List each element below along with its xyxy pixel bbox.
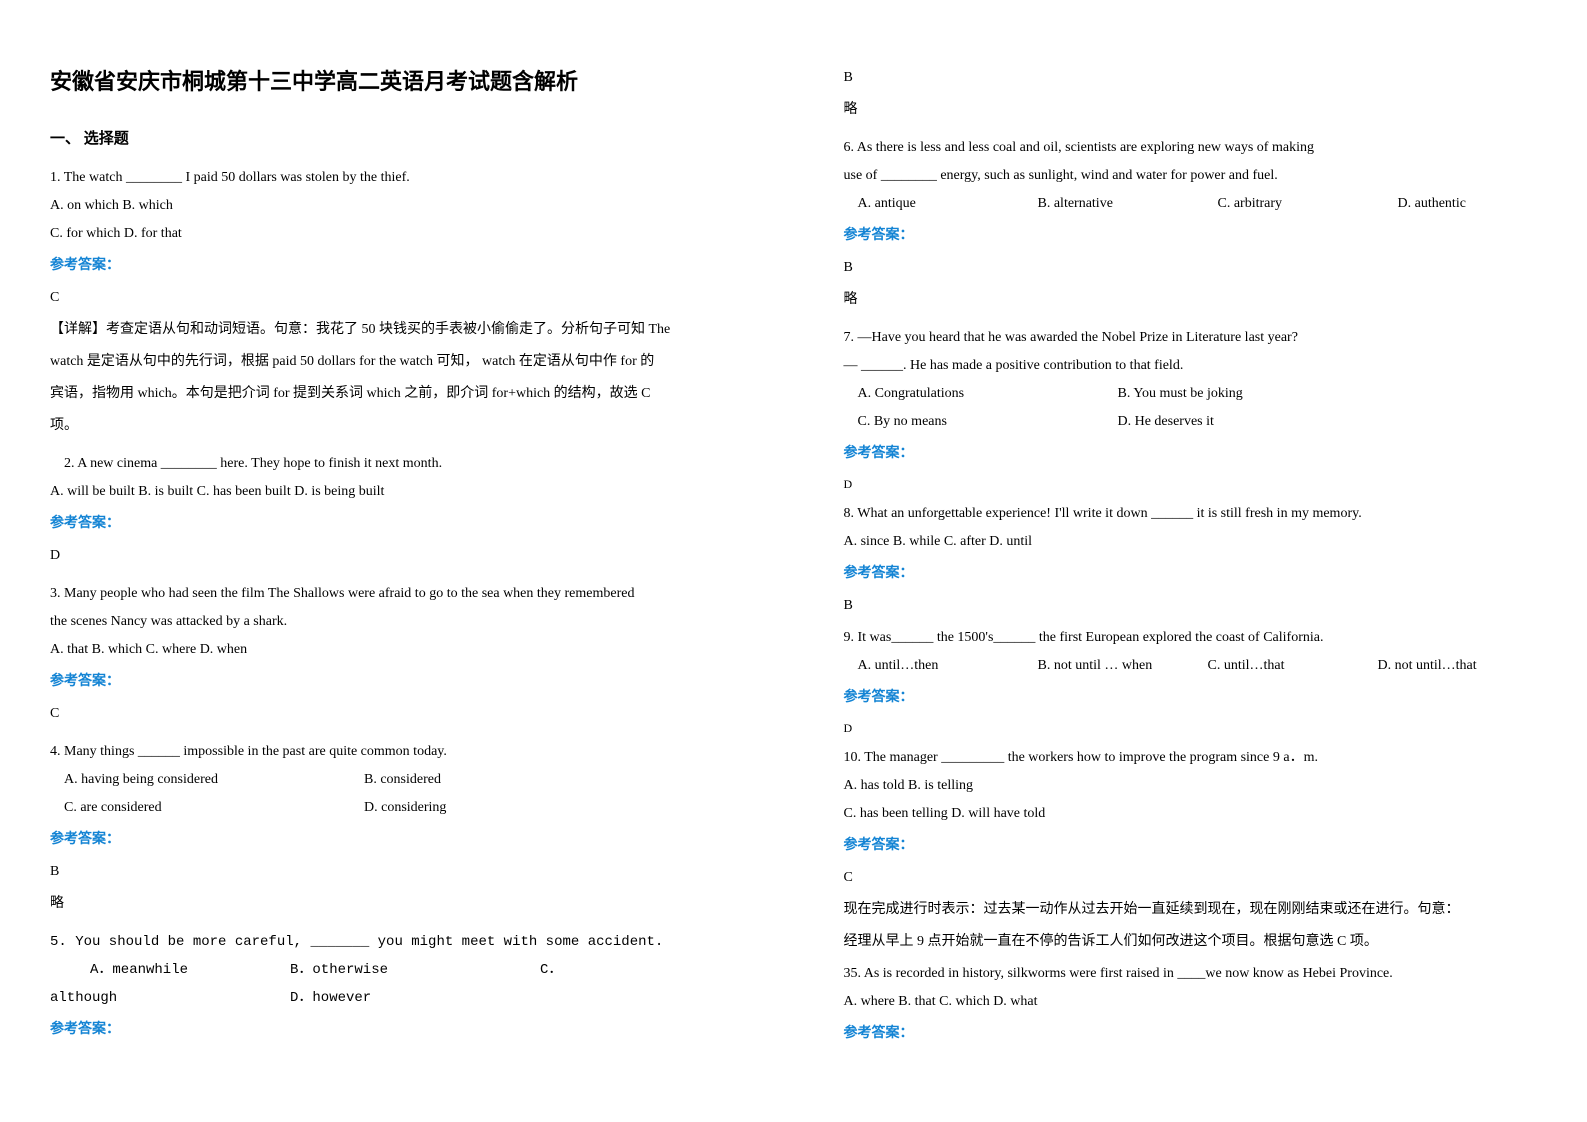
q5-option-d: D．however (290, 984, 371, 1012)
answer-label: 参考答案： (844, 832, 1538, 860)
q9-option-d: D. not until…that (1378, 652, 1477, 680)
q2-answer: D (50, 542, 744, 570)
omitted-text: 略 (844, 96, 1538, 124)
q2-options: A. will be built B. is built C. has been… (50, 478, 744, 506)
answer-label: 参考答案： (50, 826, 744, 854)
q9-option-a: A. until…then (858, 652, 1038, 680)
answer-label: 参考答案： (50, 252, 744, 280)
q7-options-row2: C. By no means D. He deserves it (844, 408, 1538, 436)
q4-answer: B (50, 858, 744, 886)
q10-options-line1: A. has told B. is telling (844, 772, 1538, 800)
q5-option-c2: although (50, 984, 290, 1012)
q5-answer: B (844, 64, 1538, 92)
q7-option-a: A. Congratulations (858, 380, 1118, 408)
q9-answer: D (844, 716, 1538, 740)
answer-label: 参考答案： (844, 684, 1538, 712)
q4-options-row2: C. are considered D. considering (50, 794, 744, 822)
q4-option-b: B. considered (364, 766, 441, 794)
q1-explanation-line: watch 是定语从句中的先行词，根据 paid 50 dollars for … (50, 348, 744, 376)
omitted-text: 略 (50, 890, 744, 918)
q7-option-c: C. By no means (858, 408, 1118, 436)
q9-option-b: B. not until … when (1038, 652, 1208, 680)
question-8: 8. What an unforgettable experience! I'l… (844, 500, 1538, 528)
q4-option-c: C. are considered (64, 794, 364, 822)
q3-options: A. that B. which C. where D. when (50, 636, 744, 664)
q8-answer: B (844, 592, 1538, 620)
q1-answer: C (50, 284, 744, 312)
question-3-line2: the scenes Nancy was attacked by a shark… (50, 608, 744, 636)
q6-option-d: D. authentic (1398, 190, 1466, 218)
question-10: 10. The manager _________ the workers ho… (844, 744, 1538, 772)
q6-option-b: B. alternative (1038, 190, 1218, 218)
question-35: 35. As is recorded in history, silkworms… (844, 960, 1538, 988)
q10-explanation-line: 经理从早上 9 点开始就一直在不停的告诉工人们如何改进这个项目。根据句意选 C … (844, 928, 1538, 956)
section-heading: 一、 选择题 (50, 124, 744, 154)
q1-options-line1: A. on which B. which (50, 192, 744, 220)
q10-options-line2: C. has been telling D. will have told (844, 800, 1538, 828)
q5-option-c: C． (540, 956, 562, 984)
q9-options: A. until…then B. not until … when C. unt… (844, 652, 1538, 680)
answer-label: 参考答案： (844, 560, 1538, 588)
q4-options-row1: A. having being considered B. considered (50, 766, 744, 794)
q5-options-row2: although D．however (50, 984, 744, 1012)
q7-option-b: B. You must be joking (1118, 380, 1243, 408)
q8-options: A. since B. while C. after D. until (844, 528, 1538, 556)
q5-option-b: B．otherwise (290, 956, 540, 984)
answer-label: 参考答案： (50, 1016, 744, 1044)
q5-option-a: A．meanwhile (90, 956, 290, 984)
question-4: 4. Many things ______ impossible in the … (50, 738, 744, 766)
answer-label: 参考答案： (844, 1020, 1538, 1048)
q6-options: A. antique B. alternative C. arbitrary D… (844, 190, 1538, 218)
q4-option-a: A. having being considered (64, 766, 364, 794)
right-column: B 略 6. As there is less and less coal an… (794, 0, 1587, 1122)
q10-answer: C (844, 864, 1538, 892)
question-7-line1: 7. —Have you heard that he was awarded t… (844, 324, 1538, 352)
q10-explanation-line: 现在完成进行时表示：过去某一动作从过去开始一直延续到现在，现在刚刚结束或还在进行… (844, 896, 1538, 924)
q6-option-c: C. arbitrary (1218, 190, 1398, 218)
question-6-line2: use of ________ energy, such as sunlight… (844, 162, 1538, 190)
q5-options-row1: A．meanwhile B．otherwise C． (50, 956, 744, 984)
question-7-line2: — ______. He has made a positive contrib… (844, 352, 1538, 380)
q1-explanation-line: 宾语，指物用 which。本句是把介词 for 提到关系词 which 之前，即… (50, 380, 744, 408)
q1-explanation-line: 项。 (50, 412, 744, 440)
question-6-line1: 6. As there is less and less coal and oi… (844, 134, 1538, 162)
q7-answer: D (844, 472, 1538, 496)
q7-options-row1: A. Congratulations B. You must be joking (844, 380, 1538, 408)
question-3-line1: 3. Many people who had seen the film The… (50, 580, 744, 608)
q1-explanation-line: 【详解】考查定语从句和动词短语。句意：我花了 50 块钱买的手表被小偷偷走了。分… (50, 316, 744, 344)
q4-option-d: D. considering (364, 794, 446, 822)
left-column: 安徽省安庆市桐城第十三中学高二英语月考试题含解析 一、 选择题 1. The w… (0, 0, 794, 1122)
answer-label: 参考答案： (50, 510, 744, 538)
q7-option-d: D. He deserves it (1118, 408, 1214, 436)
q1-options-line2: C. for which D. for that (50, 220, 744, 248)
answer-label: 参考答案： (844, 440, 1538, 468)
answer-label: 参考答案： (844, 222, 1538, 250)
q9-option-c: C. until…that (1208, 652, 1378, 680)
q6-answer: B (844, 254, 1538, 282)
answer-label: 参考答案： (50, 668, 744, 696)
question-1: 1. The watch ________ I paid 50 dollars … (50, 164, 744, 192)
document-title: 安徽省安庆市桐城第十三中学高二英语月考试题含解析 (50, 60, 744, 104)
question-5: 5. You should be more careful, _______ y… (50, 928, 744, 956)
question-9: 9. It was______ the 1500's______ the fir… (844, 624, 1538, 652)
question-2: 2. A new cinema ________ here. They hope… (50, 450, 744, 478)
omitted-text: 略 (844, 286, 1538, 314)
q6-option-a: A. antique (858, 190, 1038, 218)
q35-options: A. where B. that C. which D. what (844, 988, 1538, 1016)
q3-answer: C (50, 700, 744, 728)
